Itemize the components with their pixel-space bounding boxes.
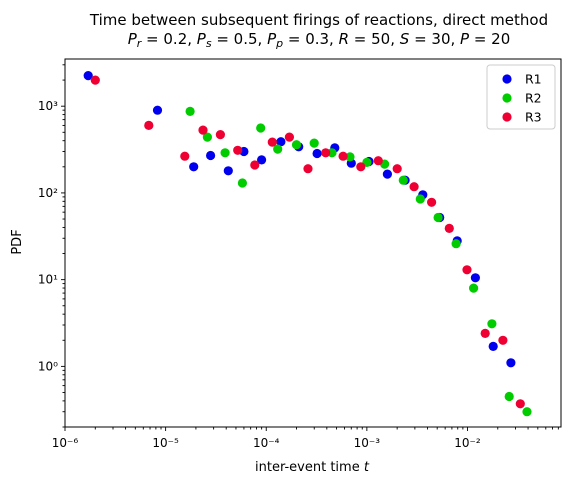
data-point-r3 <box>373 156 383 166</box>
chart-title-line1: Time between subsequent firings of react… <box>89 11 548 29</box>
data-point-r1 <box>206 150 216 161</box>
data-point-r3 <box>444 223 454 233</box>
data-point-r1 <box>257 155 267 165</box>
data-point-r3 <box>356 162 366 172</box>
x-tick-label: 10⁻⁵ <box>152 436 179 450</box>
data-point-r3 <box>250 160 260 170</box>
data-point-r2 <box>433 212 443 223</box>
x-tick-label: 10⁻⁶ <box>52 436 79 450</box>
data-point-r2 <box>415 194 425 204</box>
data-point-r3 <box>303 164 313 174</box>
data-point-r2 <box>469 283 479 293</box>
data-point-r3 <box>321 148 331 158</box>
y-tick-label: 10⁰ <box>38 359 58 373</box>
data-point-r3 <box>284 132 294 142</box>
data-points <box>83 71 532 417</box>
plot-frame <box>64 58 562 428</box>
data-point-r3 <box>462 265 472 275</box>
data-point-r3 <box>338 151 348 161</box>
data-point-r3 <box>267 137 277 147</box>
data-point-r2 <box>451 239 461 249</box>
data-point-r1 <box>152 105 163 115</box>
data-point-r2 <box>220 148 230 158</box>
data-point-r2 <box>202 132 212 142</box>
legend-label-r3: R3 <box>525 110 542 125</box>
data-point-r3 <box>233 145 243 155</box>
data-point-r3 <box>180 151 190 161</box>
data-point-r2 <box>291 140 302 150</box>
data-point-r1 <box>488 341 498 351</box>
plot-background <box>65 59 561 427</box>
data-point-r1 <box>276 137 286 147</box>
chart-title-line2: Pr = 0.2, Ps = 0.5, Pp = 0.3, R = 50, S … <box>128 30 511 50</box>
data-point-r2 <box>327 148 337 158</box>
data-point-r1 <box>312 148 322 159</box>
data-point-r3 <box>144 120 154 130</box>
data-point-r1 <box>382 169 392 179</box>
legend: R1 R2 R3 <box>486 64 556 130</box>
y-axis-label: PDF <box>10 229 25 254</box>
legend-frame <box>486 64 556 130</box>
data-point-r2 <box>237 178 247 188</box>
legend-label-r2: R2 <box>525 91 542 106</box>
data-point-r3 <box>515 399 525 409</box>
data-point-r3 <box>198 125 208 135</box>
data-point-r2 <box>185 106 195 116</box>
legend-marker-r3 <box>502 112 512 122</box>
data-point-r2 <box>273 144 283 154</box>
data-point-r3 <box>90 75 100 85</box>
legend-marker-r2 <box>502 93 512 103</box>
x-tick-label: 10⁻⁴ <box>253 436 280 450</box>
data-point-r3 <box>409 182 419 192</box>
data-point-r2 <box>256 123 266 133</box>
data-point-r3 <box>427 197 437 207</box>
data-point-r2 <box>345 152 355 162</box>
y-tick-label: 10² <box>38 186 58 200</box>
x-tick-label: 10⁻² <box>454 436 481 450</box>
data-point-r2 <box>487 319 497 329</box>
data-point-r3 <box>480 328 490 338</box>
data-point-r2 <box>504 391 514 402</box>
x-tick-label: 10⁻³ <box>354 436 381 450</box>
axes: 10⁻⁶ 10⁻⁵ 10⁻⁴ 10⁻³ 10⁻² 10⁰ 10¹ 10² 10³ <box>38 58 562 450</box>
data-point-r1 <box>470 273 480 283</box>
data-point-r2 <box>398 175 408 185</box>
data-point-r1 <box>83 71 93 81</box>
data-point-r3 <box>392 164 402 174</box>
data-point-r3 <box>215 130 225 140</box>
legend-marker-r1 <box>502 74 512 84</box>
data-point-r2 <box>522 407 532 417</box>
data-point-r1 <box>223 166 233 176</box>
x-axis-label: inter-event time t <box>255 460 370 475</box>
data-point-r3 <box>498 335 508 345</box>
y-tick-label: 10³ <box>38 99 58 113</box>
data-point-r2 <box>309 138 319 148</box>
data-point-r1 <box>506 358 516 368</box>
y-tick-label: 10¹ <box>38 273 58 287</box>
plot-area <box>65 59 561 427</box>
data-point-r1 <box>189 162 199 172</box>
legend-label-r1: R1 <box>525 72 542 87</box>
